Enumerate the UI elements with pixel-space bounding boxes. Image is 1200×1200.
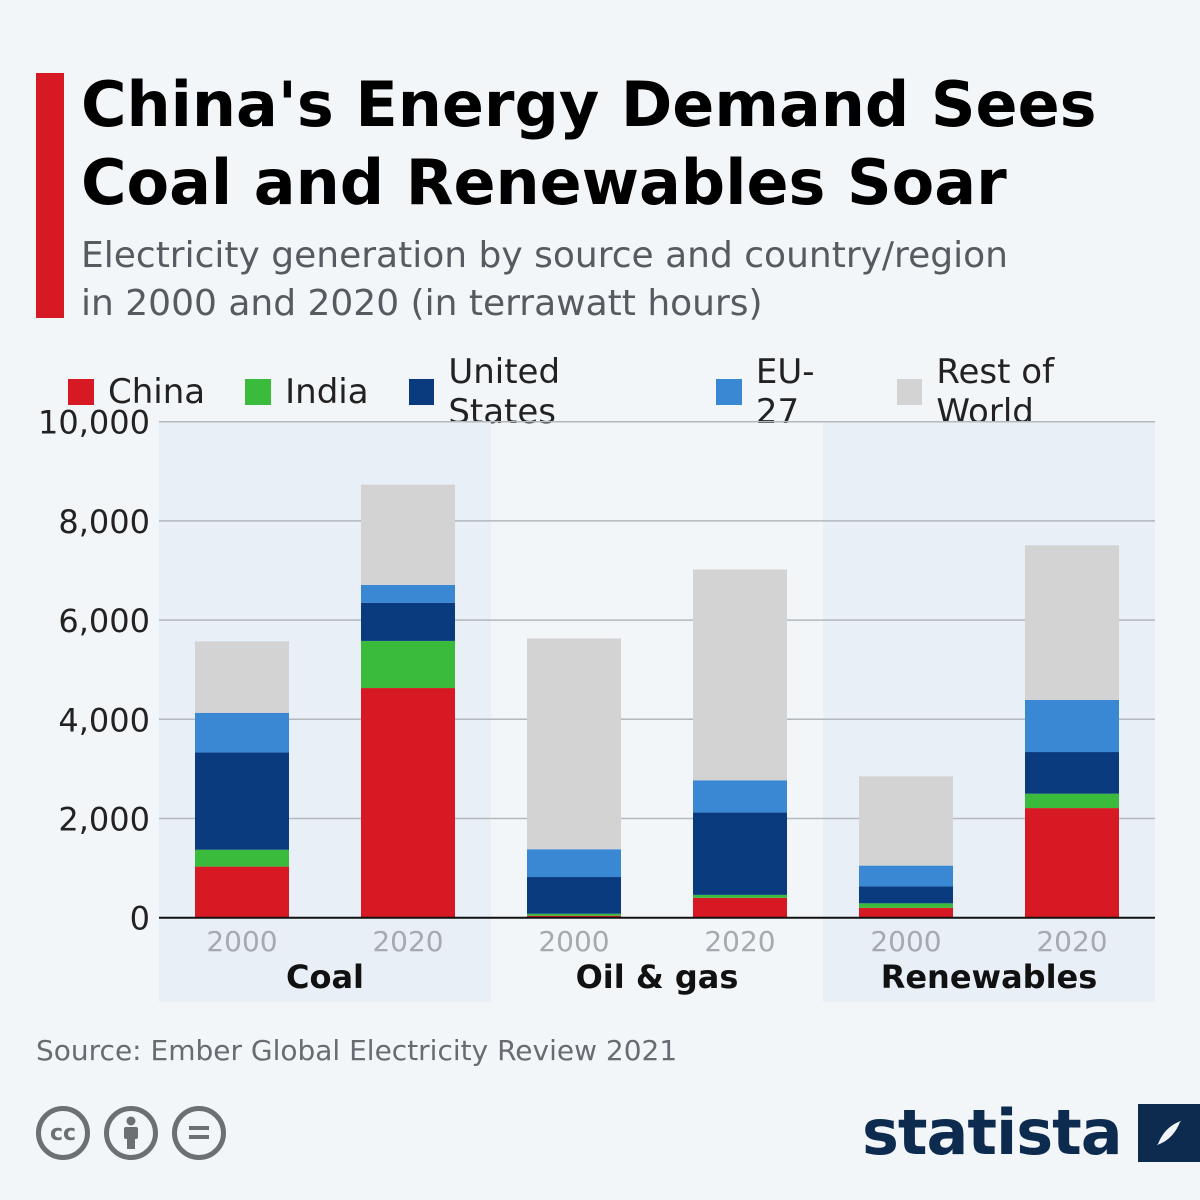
subtitle-line-1: Electricity generation by source and cou…: [81, 235, 1008, 276]
bar-segment-india: [1025, 793, 1119, 809]
subtitle: Electricity generation by source and cou…: [81, 232, 1081, 328]
x-tick-label: 2000: [206, 925, 277, 958]
legend-item-united-states: United States: [408, 352, 677, 432]
bar-segment-india: [195, 849, 289, 867]
license-icons: cc: [36, 1106, 226, 1160]
bar-segment-eu-27: [527, 849, 621, 878]
statista-logo-icon: [1137, 1103, 1200, 1162]
legend-item-india: India: [245, 352, 369, 432]
bar-segment-united-states: [1025, 752, 1119, 794]
legend-swatch: [245, 379, 272, 405]
bar-segment-china: [1025, 808, 1119, 918]
bar-segment-rest-of-world: [1025, 545, 1119, 700]
no-derivatives-icon[interactable]: [172, 1106, 226, 1160]
subtitle-line-2: in 2000 and 2020 (in terrawatt hours): [81, 283, 763, 324]
legend-label: EU-27: [755, 352, 815, 432]
logo-wordmark: statista: [862, 1096, 1123, 1169]
legend-label: India: [285, 372, 369, 412]
x-tick-label: 2000: [870, 925, 941, 958]
bar-segment-india: [361, 640, 455, 689]
bar-segment-china: [361, 688, 455, 918]
group-label: Oil & gas: [576, 958, 739, 996]
legend-item-china: China: [68, 352, 205, 432]
y-tick-label: 0: [130, 900, 150, 938]
bar-segment-rest-of-world: [195, 641, 289, 713]
statista-logo[interactable]: statista: [862, 1096, 1200, 1169]
legend-swatch: [68, 379, 94, 405]
bar-segment-eu-27: [361, 584, 455, 603]
legend-item-eu-27: EU-27: [716, 352, 857, 432]
bar-segment-eu-27: [1025, 699, 1119, 753]
bar-segment-united-states: [361, 602, 455, 641]
x-tick-label: 2020: [372, 925, 443, 958]
legend-swatch: [408, 379, 435, 405]
x-tick-label: 2020: [1036, 925, 1107, 958]
legend-label: China: [108, 372, 206, 412]
title-line-1: China's Energy Demand Sees: [81, 68, 1097, 141]
bar-segment-china: [195, 866, 289, 918]
bar-segment-united-states: [527, 877, 621, 914]
legend-label: United States: [448, 352, 561, 432]
group-label: Renewables: [881, 958, 1098, 996]
bar-segment-india: [859, 903, 953, 908]
bar-segment-india: [527, 913, 621, 916]
bar-segment-rest-of-world: [527, 638, 621, 850]
bar-segment-united-states: [195, 752, 289, 850]
page-title: China's Energy Demand Sees Coal and Renew…: [81, 66, 1097, 222]
y-tick-label: 10,000: [38, 404, 150, 442]
y-tick-label: 2,000: [58, 801, 150, 839]
y-tick-label: 6,000: [58, 602, 150, 640]
cc-icon[interactable]: cc: [36, 1106, 90, 1160]
bar-segment-eu-27: [693, 780, 787, 813]
y-tick-label: 8,000: [58, 503, 150, 541]
legend-swatch: [716, 379, 742, 405]
source-note: Source: Ember Global Electricity Review …: [36, 1034, 678, 1067]
bar-segment-india: [693, 894, 787, 898]
accent-bar: [36, 73, 64, 318]
attribution-icon[interactable]: [104, 1106, 158, 1160]
bar-segment-united-states: [693, 812, 787, 895]
bar-segment-rest-of-world: [859, 776, 953, 866]
legend-swatch: [896, 379, 923, 405]
x-tick-label: 2020: [704, 925, 775, 958]
bar-segment-rest-of-world: [361, 484, 455, 585]
bar-segment-united-states: [859, 886, 953, 904]
bar-segment-china: [859, 907, 953, 918]
legend: China India United States EU-27 Rest of Worl…: [68, 352, 1200, 432]
bar-segment-china: [693, 897, 787, 918]
x-tick-label: 2000: [538, 925, 609, 958]
y-tick-label: 4,000: [58, 701, 150, 739]
group-label: Coal: [286, 958, 364, 996]
bar-segment-eu-27: [195, 712, 289, 753]
bar-segment-rest-of-world: [693, 569, 787, 781]
bar-segment-eu-27: [859, 865, 953, 887]
title-line-2: Coal and Renewables Soar: [81, 146, 1007, 219]
